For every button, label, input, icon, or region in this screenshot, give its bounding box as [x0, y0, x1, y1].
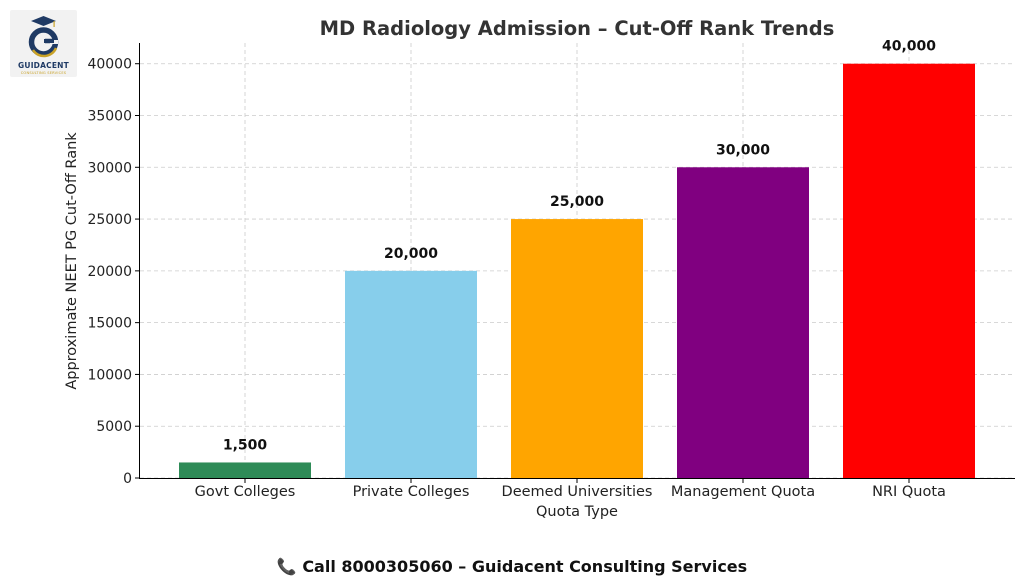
- logo: GUIDACENT CONSULTING SERVICES: [10, 10, 77, 77]
- y-tick-label: 10000: [87, 367, 132, 383]
- y-axis-label: Approximate NEET PG Cut-Off Rank: [64, 132, 80, 390]
- data-label: 20,000: [384, 246, 438, 262]
- y-tick-label: 5000: [96, 419, 132, 435]
- x-axis-label: Quota Type: [536, 504, 618, 520]
- y-tick-label: 20000: [87, 264, 132, 280]
- bar: [345, 270, 477, 478]
- bars: [179, 63, 975, 479]
- logo-name: GUIDACENT: [18, 61, 69, 70]
- data-label: 1,500: [223, 437, 268, 453]
- bar: [677, 167, 809, 479]
- y-axis-ticks: 0 5000 10000 15000 20000 25000 30000 35000 40000: [87, 57, 140, 487]
- value-labels: 1,500 20,000 25,000 30,000 40,000: [223, 39, 936, 454]
- logo-tagline: CONSULTING SERVICES: [20, 71, 67, 75]
- x-tick-label: NRI Quota: [872, 484, 946, 500]
- y-tick-label: 30000: [87, 160, 132, 176]
- y-tick-label: 25000: [87, 212, 132, 228]
- y-tick-label: 15000: [87, 316, 132, 332]
- footer-text: Call 8000305060 – Guidacent Consulting S…: [302, 557, 748, 576]
- graduation-cap-g-icon: [28, 16, 59, 58]
- bar: [843, 63, 975, 478]
- x-tick-label: Management Quota: [671, 484, 815, 500]
- y-tick-label: 35000: [87, 109, 132, 125]
- data-label: 40,000: [882, 39, 936, 55]
- x-axis-ticks: Govt Colleges Private Colleges Deemed Univ…: [195, 478, 946, 500]
- x-tick-label: Deemed Universities: [502, 484, 653, 500]
- chart-title: MD Radiology Admission – Cut-Off Rank Tr…: [320, 17, 835, 40]
- data-label: 30,000: [716, 142, 770, 158]
- x-tick-label: Govt Colleges: [195, 484, 296, 500]
- data-label: 25,000: [550, 194, 604, 210]
- bar: [511, 219, 643, 479]
- y-tick-label: 0: [123, 471, 132, 487]
- footer-contact: 📞 Call 8000305060 – Guidacent Consulting…: [0, 557, 1024, 576]
- phone-icon: 📞: [276, 557, 297, 576]
- bar: [179, 462, 311, 478]
- y-tick-label: 40000: [87, 57, 132, 73]
- x-tick-label: Private Colleges: [353, 484, 470, 500]
